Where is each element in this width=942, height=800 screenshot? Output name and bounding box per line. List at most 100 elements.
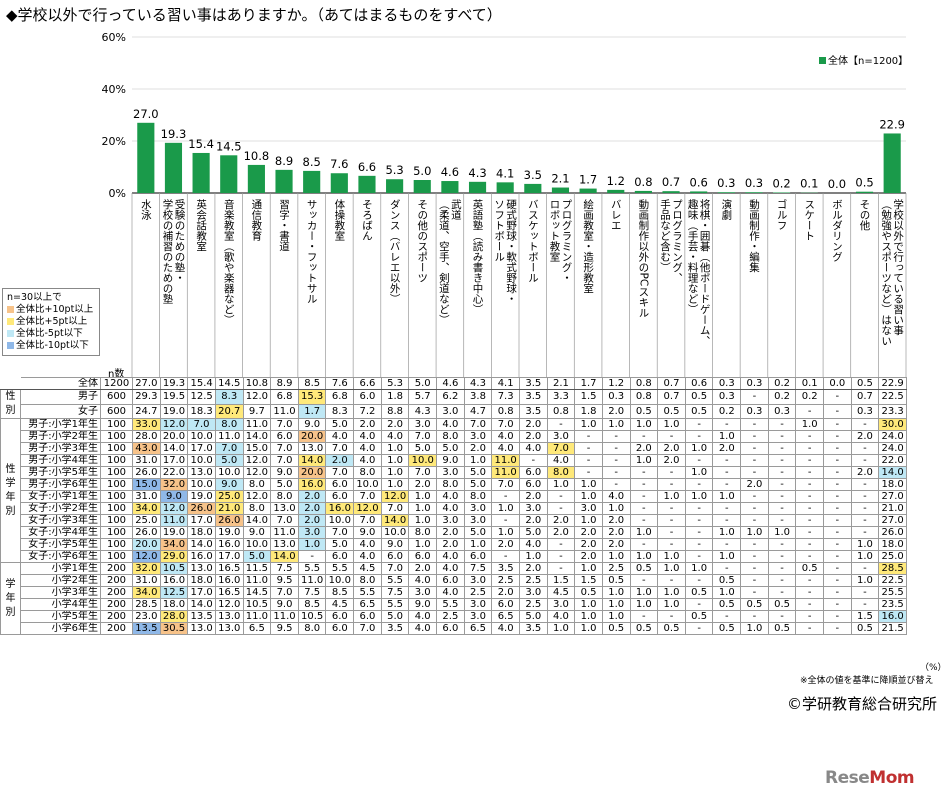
row-n: 100 <box>100 466 133 479</box>
table-cell: 8.0 <box>463 490 493 503</box>
value-labels: 27.019.315.4 14.510.8 8.9 8.5 7.6 6.6 5.3 5.0 4.… <box>133 107 905 191</box>
row-label: 小学6年生 <box>20 622 101 635</box>
table-cell: 10.0 <box>408 454 438 467</box>
table-cell: 2.0 <box>601 526 631 539</box>
table-cell: 7.5 <box>463 562 493 575</box>
table-cell: - <box>546 418 576 431</box>
table-cell: 1.0 <box>491 502 520 515</box>
table-cell: - <box>795 478 825 491</box>
bar <box>717 192 735 193</box>
table-cell: 7.0 <box>380 562 410 575</box>
data-label: 0.3 <box>745 176 763 190</box>
table-cell: 7.0 <box>408 430 438 443</box>
table-cell: 2.0 <box>297 514 327 527</box>
y-tick-label: 0% <box>109 187 126 200</box>
table-cell: 2.0 <box>353 418 382 431</box>
table-cell: 6.6 <box>353 377 382 390</box>
table-cell: 8.0 <box>242 502 272 515</box>
category-label: （勉強やスポーツなど）はない <box>880 199 892 346</box>
spacer <box>0 377 21 390</box>
table-cell: 2.0 <box>657 442 686 455</box>
table-cell: 2.0 <box>408 562 438 575</box>
table-cell: 1.0 <box>463 454 493 467</box>
table-cell: 2.0 <box>408 478 438 491</box>
table-cell: 19.0 <box>214 526 244 539</box>
data-label: 1.7 <box>579 173 597 187</box>
row-n: 100 <box>100 550 133 563</box>
copyright: ©学研教育総合研究所 <box>787 695 938 713</box>
table-cell: - <box>850 418 880 431</box>
table-cell: - <box>629 490 659 503</box>
table-cell: 2.0 <box>325 454 355 467</box>
table-cell: - <box>740 610 769 623</box>
legend-text: 全体比-10pt以下 <box>16 340 89 351</box>
table-cell: - <box>657 526 686 539</box>
table-cell: 6.0 <box>491 598 520 611</box>
table-cell: - <box>795 490 825 503</box>
table-cell: 2.0 <box>436 538 465 551</box>
table-cell: 0.3 <box>601 389 631 405</box>
table-cell: 0.2 <box>795 389 825 405</box>
table-cell: 10.0 <box>214 466 244 479</box>
row-label: 男子 <box>20 389 101 405</box>
table-cell: - <box>795 622 825 635</box>
table-cell: 2.0 <box>574 550 603 563</box>
table-cell: 31.0 <box>132 490 161 503</box>
table-cell: 5.5 <box>436 598 465 611</box>
table-cell: 4.3 <box>463 377 493 390</box>
table-cell: 7.0 <box>325 526 355 539</box>
table-cell: 16.0 <box>159 574 189 587</box>
row-label: 女子:小学1年生 <box>20 490 101 503</box>
table-cell: 28.0 <box>132 430 161 443</box>
row-n: 200 <box>100 574 133 587</box>
legend-text: 全体比+10pt以上 <box>16 304 94 315</box>
table-cell: - <box>795 610 825 623</box>
table-cell: - <box>850 586 880 599</box>
table-cell: 1.0 <box>684 442 714 455</box>
category-label: 体操教室 <box>333 199 345 241</box>
table-cell: - <box>712 514 742 527</box>
table-cell: 5.0 <box>408 377 438 390</box>
table-cell: 1.8 <box>574 403 603 419</box>
table-cell: 29.0 <box>159 550 189 563</box>
table-cell: 2.5 <box>518 598 548 611</box>
group-label: 学年別 <box>0 562 21 635</box>
table-cell: - <box>629 574 659 587</box>
table-cell: 9.0 <box>242 526 272 539</box>
table-cell: 8.0 <box>353 466 382 479</box>
table-cell: - <box>574 466 603 479</box>
table-cell: - <box>795 430 825 443</box>
table-cell: 3.5 <box>518 377 548 390</box>
group-label: 性学年別 <box>0 418 21 563</box>
legend-swatch <box>7 330 14 337</box>
table-cell: 1.0 <box>657 490 686 503</box>
table-cell: 15.0 <box>132 478 161 491</box>
table-cell: 7.0 <box>491 418 520 431</box>
table-cell: 26.0 <box>878 526 907 539</box>
table-cell: 1.0 <box>740 622 769 635</box>
table-cell: 19.5 <box>159 389 189 405</box>
table-cell: 7.5 <box>270 562 299 575</box>
table-cell: 24.7 <box>132 403 161 419</box>
table-cell: - <box>740 466 769 479</box>
table-cell: 10.0 <box>242 538 272 551</box>
table-cell: 3.5 <box>518 403 548 419</box>
table-cell: 9.0 <box>214 478 244 491</box>
table-cell: - <box>601 466 631 479</box>
table-cell: 2.5 <box>436 610 465 623</box>
category-label: ダンス（バレエ以外） <box>389 199 401 304</box>
data-label: 8.9 <box>275 154 293 168</box>
table-cell: 10.0 <box>325 514 355 527</box>
table-cell: 7.5 <box>380 586 410 599</box>
row-label: 女子:小学4年生 <box>20 526 101 539</box>
table-cell: - <box>767 586 797 599</box>
row-n: 100 <box>100 538 133 551</box>
table-cell: - <box>767 538 797 551</box>
row-n: 100 <box>100 490 133 503</box>
table-cell: 7.5 <box>297 586 327 599</box>
table-cell: 11.5 <box>242 562 272 575</box>
table-cell: - <box>795 574 825 587</box>
table-cell: 28.5 <box>132 598 161 611</box>
table-cell: - <box>657 538 686 551</box>
table-cell: 18.0 <box>878 478 907 491</box>
